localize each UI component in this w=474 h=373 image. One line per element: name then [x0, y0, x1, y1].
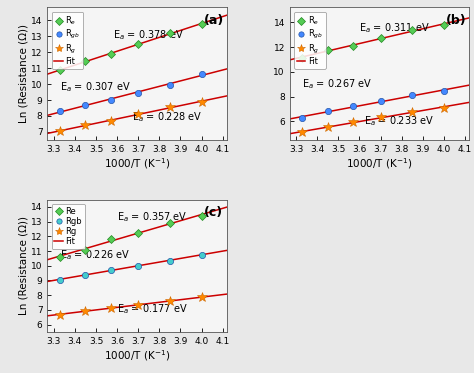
R$_g$: [325, 125, 330, 129]
Text: E$_a$ = 0.228 eV: E$_a$ = 0.228 eV: [132, 110, 202, 124]
R$_e$: [199, 22, 204, 26]
R$_{gb}$: [410, 93, 415, 98]
R$_g$: [136, 112, 141, 117]
Re: [57, 255, 63, 259]
Text: E$_a$ = 0.177 eV: E$_a$ = 0.177 eV: [117, 302, 188, 316]
Re: [82, 247, 88, 252]
R$_e$: [57, 68, 63, 73]
Y-axis label: Ln (Resistance (Ω)): Ln (Resistance (Ω)): [18, 216, 28, 315]
R$_{gb}$: [57, 109, 63, 113]
Text: E$_a$ = 0.357 eV: E$_a$ = 0.357 eV: [117, 210, 187, 224]
R$_{gb}$: [378, 99, 383, 103]
Rgb: [82, 272, 88, 277]
Text: E$_a$ = 0.378 eV: E$_a$ = 0.378 eV: [113, 29, 183, 43]
R$_g$: [410, 110, 415, 114]
R$_g$: [199, 99, 204, 104]
Text: E$_a$ = 0.311 eV: E$_a$ = 0.311 eV: [359, 21, 430, 35]
R$_g$: [167, 105, 173, 109]
Rgb: [136, 263, 141, 268]
R$_e$: [300, 55, 305, 60]
Line: R$_g$: R$_g$: [55, 97, 207, 136]
R$_g$: [378, 115, 383, 119]
R$_{gb}$: [300, 115, 305, 120]
R$_e$: [167, 31, 173, 35]
Rgb: [108, 268, 114, 272]
Rgb: [167, 258, 173, 263]
R$_e$: [108, 51, 114, 56]
Re: [199, 213, 204, 218]
Rg: [82, 308, 88, 313]
R$_g$: [300, 130, 305, 135]
Rg: [57, 313, 63, 317]
Line: Rgb: Rgb: [57, 251, 205, 283]
Line: Re: Re: [57, 213, 205, 260]
R$_e$: [441, 22, 447, 27]
Text: E$_a$ = 0.307 eV: E$_a$ = 0.307 eV: [60, 81, 131, 94]
R$_{gb}$: [82, 103, 88, 107]
R$_g$: [441, 106, 447, 110]
Text: (a): (a): [203, 14, 224, 27]
R$_{gb}$: [167, 82, 173, 87]
R$_e$: [325, 48, 330, 52]
Line: R$_{gb}$: R$_{gb}$: [299, 88, 447, 121]
R$_g$: [82, 122, 88, 127]
R$_{gb}$: [108, 98, 114, 102]
R$_e$: [410, 28, 415, 32]
Legend: Re, Rgb, Rg, Fit: Re, Rgb, Rg, Fit: [52, 204, 85, 249]
Rgb: [57, 278, 63, 282]
R$_e$: [378, 35, 383, 40]
Text: E$_a$ = 0.226 eV: E$_a$ = 0.226 eV: [60, 248, 130, 262]
Rg: [136, 303, 141, 307]
Text: E$_a$ = 0.233 eV: E$_a$ = 0.233 eV: [364, 114, 434, 128]
X-axis label: 1000/T (K$^{-1}$): 1000/T (K$^{-1}$): [104, 349, 171, 363]
Re: [108, 236, 114, 241]
R$_e$: [82, 59, 88, 63]
Legend: R$_e$, R$_{gb}$, R$_g$, Fit: R$_e$, R$_{gb}$, R$_g$, Fit: [52, 12, 83, 69]
Re: [136, 231, 141, 236]
Text: (c): (c): [203, 206, 223, 219]
Line: R$_{gb}$: R$_{gb}$: [57, 70, 205, 114]
Rg: [199, 295, 204, 300]
X-axis label: 1000/T (K$^{-1}$): 1000/T (K$^{-1}$): [346, 157, 413, 171]
R$_g$: [108, 119, 114, 123]
Line: R$_e$: R$_e$: [299, 22, 447, 61]
Re: [167, 221, 173, 225]
Rgb: [199, 253, 204, 257]
Y-axis label: Ln (Resistance (Ω)): Ln (Resistance (Ω)): [18, 24, 28, 123]
Text: E$_a$ = 0.267 eV: E$_a$ = 0.267 eV: [302, 77, 373, 91]
R$_{gb}$: [441, 89, 447, 93]
R$_g$: [57, 129, 63, 134]
Legend: R$_e$, R$_{gb}$, R$_g$, Fit: R$_e$, R$_{gb}$, R$_g$, Fit: [294, 12, 326, 69]
R$_g$: [350, 120, 356, 124]
R$_e$: [136, 42, 141, 46]
Line: Rg: Rg: [55, 292, 207, 320]
R$_e$: [350, 44, 356, 48]
R$_{gb}$: [199, 72, 204, 76]
Line: R$_e$: R$_e$: [57, 21, 205, 73]
X-axis label: 1000/T (K$^{-1}$): 1000/T (K$^{-1}$): [104, 157, 171, 171]
Rg: [108, 305, 114, 310]
Rg: [167, 299, 173, 303]
Text: (b): (b): [446, 14, 466, 27]
R$_{gb}$: [136, 91, 141, 95]
R$_{gb}$: [350, 104, 356, 109]
Line: R$_g$: R$_g$: [298, 103, 449, 137]
R$_{gb}$: [325, 109, 330, 114]
